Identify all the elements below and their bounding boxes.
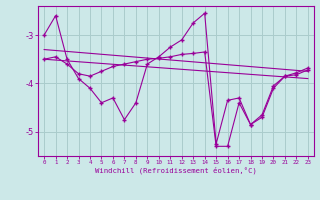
X-axis label: Windchill (Refroidissement éolien,°C): Windchill (Refroidissement éolien,°C)	[95, 167, 257, 174]
